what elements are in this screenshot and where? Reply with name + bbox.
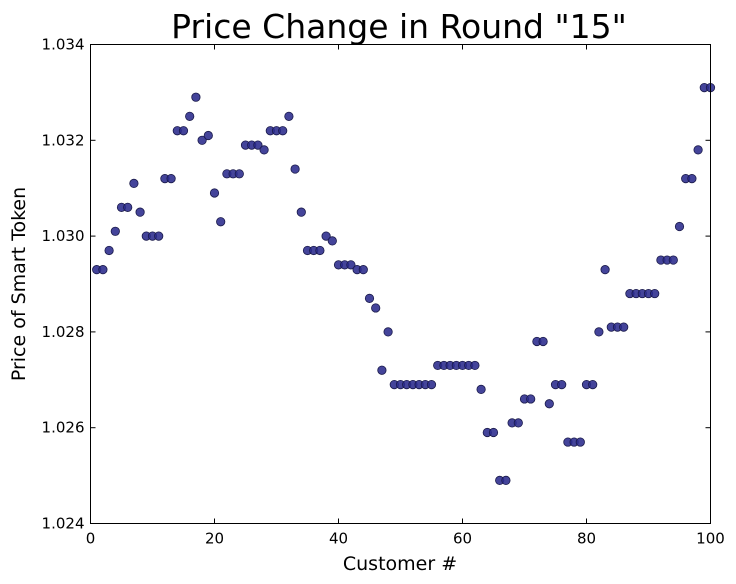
data-point <box>98 265 108 275</box>
data-point <box>129 178 139 189</box>
data-point <box>557 379 567 390</box>
x-tick-label: 0 <box>86 530 96 548</box>
data-point <box>513 418 523 428</box>
data-point <box>154 231 164 241</box>
data-point <box>619 322 629 332</box>
data-point <box>346 260 356 270</box>
data-point <box>383 327 393 337</box>
data-point <box>600 265 610 275</box>
data-point <box>321 231 331 241</box>
y-tick-label: 1.024 <box>42 515 85 533</box>
data-point <box>290 164 300 174</box>
data-point <box>178 126 189 136</box>
y-tick-label: 1.028 <box>42 323 85 341</box>
data-point <box>278 126 288 136</box>
data-point <box>501 475 511 485</box>
data-point <box>426 379 437 390</box>
data-point <box>377 365 387 375</box>
data-point <box>371 303 381 313</box>
data-point <box>538 336 548 347</box>
data-point <box>575 437 585 447</box>
data-point <box>209 188 220 198</box>
data-point <box>185 111 195 121</box>
data-point <box>110 226 120 236</box>
y-tick-label: 1.026 <box>42 419 85 437</box>
data-point <box>588 379 598 390</box>
data-point <box>296 207 306 217</box>
data-point <box>123 202 133 212</box>
data-point <box>470 360 480 371</box>
y-tick-label: 1.032 <box>42 131 85 149</box>
data-point <box>166 174 176 184</box>
data-point <box>544 399 554 409</box>
data-point <box>358 265 368 275</box>
data-point <box>197 135 207 145</box>
data-point <box>203 130 213 141</box>
y-axis-label: Price of Smart Token <box>8 187 30 381</box>
data-point <box>191 92 201 102</box>
x-axis-label: Customer # <box>343 553 457 575</box>
data-point <box>364 293 375 303</box>
x-tick-label: 100 <box>696 530 725 548</box>
data-point <box>674 221 685 232</box>
data-point <box>594 327 604 337</box>
y-tick-label: 1.030 <box>42 227 85 245</box>
chart-title: Price Change in Round "15" <box>171 7 627 46</box>
data-point <box>488 427 499 438</box>
data-point <box>259 145 269 155</box>
data-point <box>327 236 337 246</box>
data-point <box>315 245 325 256</box>
data-point <box>253 140 263 150</box>
data-point <box>104 245 114 256</box>
data-point <box>135 207 145 217</box>
plot-area <box>90 44 711 524</box>
x-tick-label: 20 <box>205 530 224 548</box>
axis-ticks: 0 20 40 60 80 100 1.024 1.026 1.028 1.030 1.032 1.0… <box>42 36 725 548</box>
data-point <box>650 288 660 299</box>
data-point <box>668 255 678 265</box>
data-point <box>476 384 486 394</box>
data-points <box>92 83 716 485</box>
y-tick-label: 1.034 <box>42 36 85 54</box>
data-point <box>687 174 697 184</box>
data-point <box>284 111 294 121</box>
data-point <box>216 217 226 227</box>
data-point <box>234 169 244 179</box>
x-tick-label: 40 <box>329 530 348 548</box>
data-point <box>693 145 703 155</box>
x-tick-label: 60 <box>453 530 472 548</box>
data-point <box>526 394 536 404</box>
x-tick-label: 80 <box>577 530 596 548</box>
